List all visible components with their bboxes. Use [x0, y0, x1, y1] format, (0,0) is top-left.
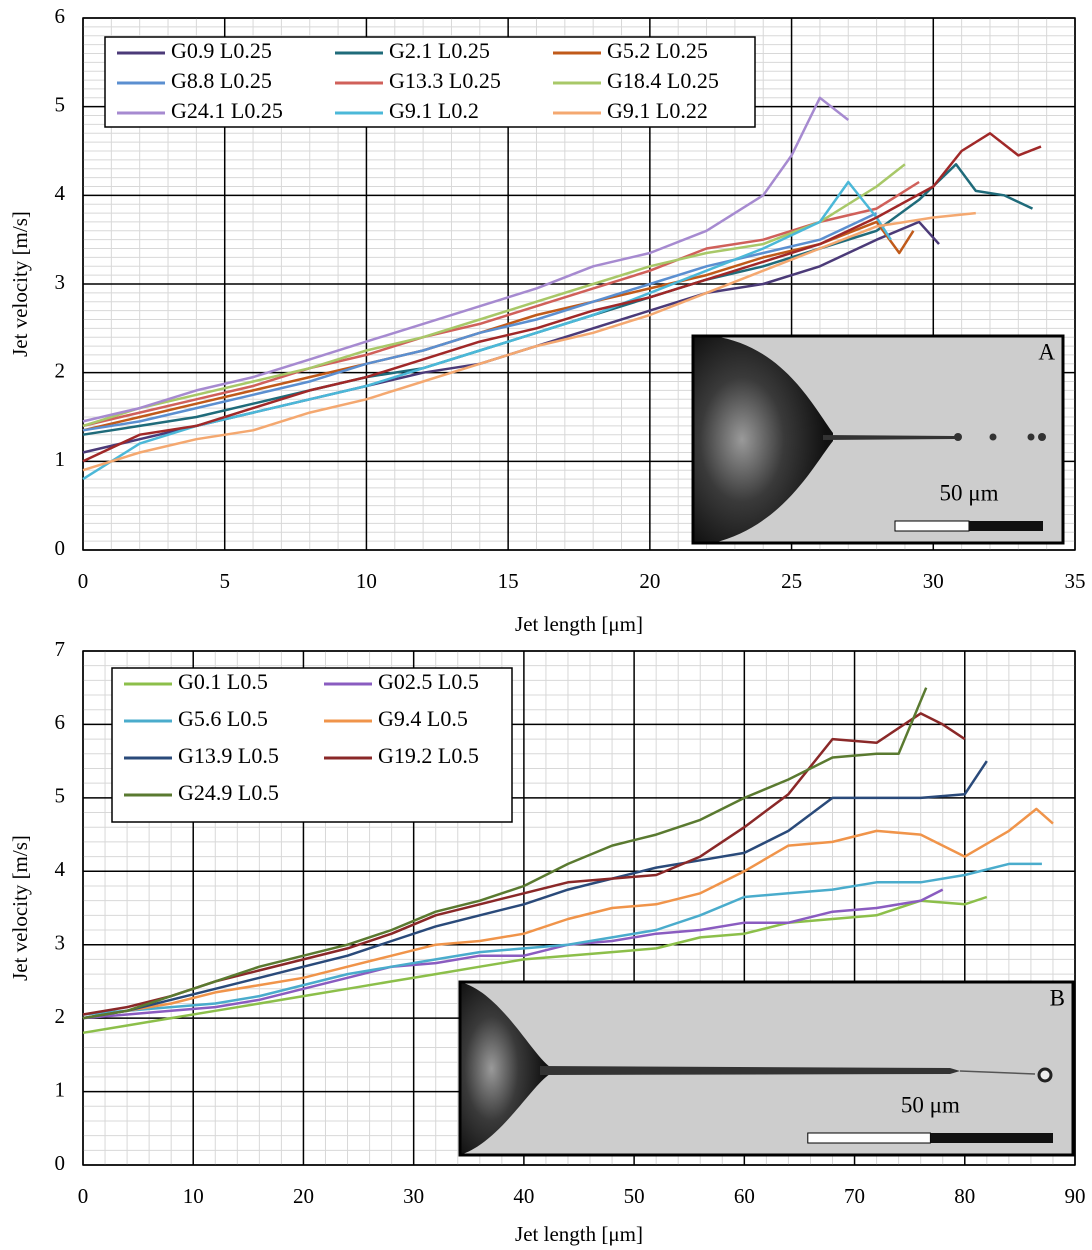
y-tick-label: 2 [55, 1004, 66, 1028]
legend: G0.1 L0.5 G02.5 L0.5 G5.6 L0.5 G9.4 L0.5 G13… [111, 667, 513, 823]
series-line [82, 211, 878, 432]
legend-label: G9.1 L0.2 [389, 98, 479, 123]
inset-image: 50 μm B [458, 980, 1075, 1157]
legend-box [111, 667, 513, 823]
legend-label: G9.4 L0.5 [378, 706, 468, 731]
series-line [82, 211, 976, 472]
inset-image: 50 μm A [691, 334, 1065, 545]
legend-label: G0.9 L0.25 [171, 38, 272, 63]
scale-label: 50 μm [901, 1092, 960, 1117]
y-axis-label: Jet velocity [m/s] [8, 211, 32, 357]
series-line [82, 760, 988, 1020]
y-tick-label: 1 [55, 447, 66, 471]
droplet [1027, 433, 1035, 441]
series-line [82, 807, 1054, 1020]
x-tick-label: 50 [624, 1184, 645, 1208]
x-tick-label: 20 [293, 1184, 314, 1208]
series-line [82, 888, 944, 1020]
x-tick-label: 10 [356, 569, 377, 593]
y-tick-label: 5 [55, 784, 66, 808]
x-tick-label: 0 [78, 1184, 89, 1208]
x-tick-label: 30 [923, 569, 944, 593]
series-line [82, 180, 892, 481]
droplet [1038, 433, 1046, 441]
x-tick-label: 90 [1065, 1184, 1086, 1208]
x-tick-label: 80 [954, 1184, 975, 1208]
legend-label: G2.1 L0.25 [389, 38, 490, 63]
scale-bar-white [807, 1132, 931, 1144]
series-line [82, 163, 906, 428]
inset-label: A [1038, 339, 1055, 364]
legend-label: G0.1 L0.5 [178, 669, 268, 694]
x-tick-label: 0 [78, 569, 89, 593]
x-tick-label: 15 [498, 569, 519, 593]
y-tick-label: 0 [55, 1151, 66, 1175]
scale-label: 50 μm [940, 480, 999, 505]
series-line [82, 895, 988, 1035]
y-tick-label: 3 [55, 931, 66, 955]
y-axis-label: Jet velocity [m/s] [8, 835, 32, 981]
legend-label: G13.9 L0.5 [178, 743, 279, 768]
jet [823, 435, 955, 440]
legend-label: G5.2 L0.25 [607, 38, 708, 63]
x-tick-label: 25 [781, 569, 802, 593]
inset-label: B [1050, 985, 1065, 1010]
x-tick-label: 70 [844, 1184, 865, 1208]
series-line [82, 163, 1034, 436]
legend-label: G18.4 L0.25 [607, 68, 719, 93]
droplet [989, 433, 997, 441]
y-tick-label: 0 [55, 536, 66, 560]
bulb [1037, 1067, 1053, 1083]
legend-label: G02.5 L0.5 [378, 669, 479, 694]
jet [540, 1066, 960, 1075]
series-line [82, 220, 915, 432]
legend-label: G5.6 L0.5 [178, 706, 268, 731]
drop [693, 336, 833, 543]
x-tick-label: 5 [219, 569, 230, 593]
scale-bar-white [894, 520, 970, 532]
jet-tail [959, 1070, 1036, 1075]
inset-border [691, 334, 1065, 545]
x-tick-label: 30 [403, 1184, 424, 1208]
drop [460, 982, 550, 1155]
x-tick-label: 20 [639, 569, 660, 593]
y-tick-label: 3 [55, 270, 66, 294]
droplet [954, 433, 962, 441]
y-tick-label: 4 [55, 181, 66, 205]
x-tick-label: 40 [513, 1184, 534, 1208]
y-tick-label: 2 [55, 358, 66, 382]
x-tick-label: 10 [183, 1184, 204, 1208]
series-line [82, 687, 928, 1020]
y-tick-label: 4 [55, 857, 66, 881]
legend-label: G19.2 L0.5 [378, 743, 479, 768]
series-line [82, 862, 1042, 1016]
y-tick-label: 6 [55, 710, 66, 734]
y-tick-label: 6 [55, 4, 66, 28]
x-axis-label: Jet length [μm] [515, 1222, 643, 1246]
legend-label: G24.1 L0.25 [171, 98, 283, 123]
legend-label: G24.9 L0.5 [178, 780, 279, 805]
x-axis-label: Jet length [μm] [515, 612, 643, 636]
series-line [82, 96, 850, 423]
y-tick-label: 1 [55, 1077, 66, 1101]
legend-box [104, 36, 756, 128]
legend: G0.9 L0.25 G2.1 L0.25 G5.2 L0.25 G8.8 L0.25… [104, 36, 756, 128]
legend-label: G13.3 L0.25 [389, 68, 501, 93]
series-line [82, 180, 920, 428]
scale-bar-black [930, 1133, 1053, 1143]
legend-label: G9.1 L0.22 [607, 98, 708, 123]
x-tick-label: 35 [1065, 569, 1086, 593]
series-line [82, 712, 966, 1016]
scale-bar-black [969, 521, 1043, 531]
y-tick-label: 7 [55, 637, 66, 661]
x-tick-label: 60 [734, 1184, 755, 1208]
series-line [82, 132, 1042, 463]
inset-border [458, 980, 1075, 1157]
y-tick-label: 5 [55, 92, 66, 116]
legend-label: G8.8 L0.25 [171, 68, 272, 93]
